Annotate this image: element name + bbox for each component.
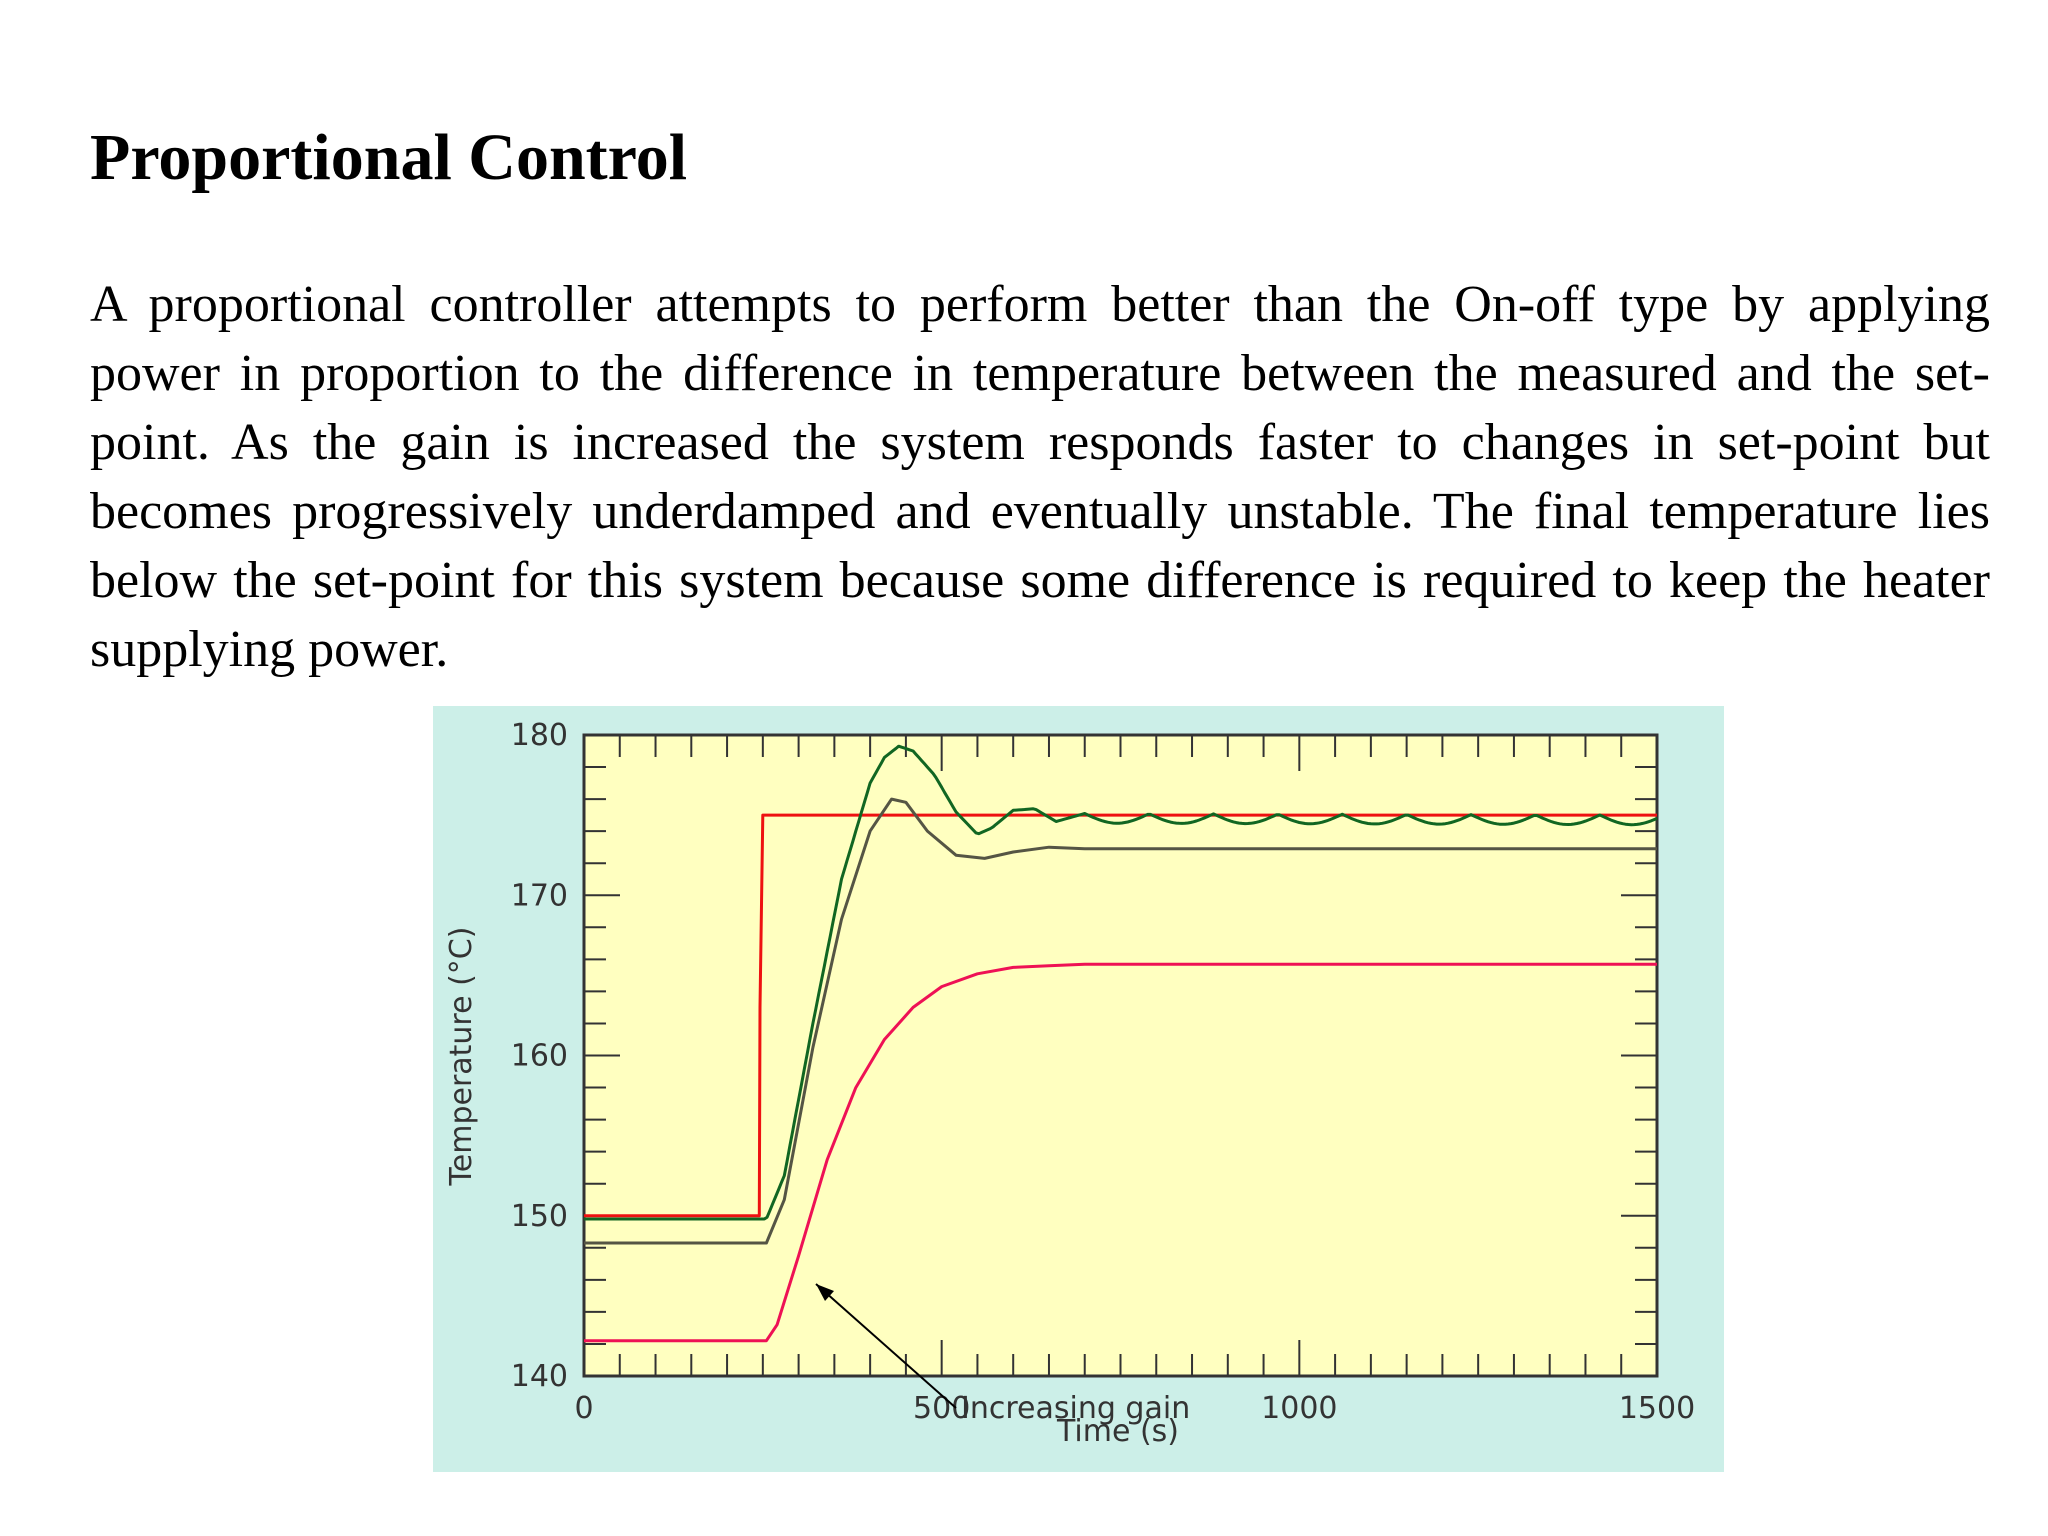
plot-area	[582, 733, 1659, 1378]
low-gain-line	[584, 962, 1657, 1343]
chart-figure: 0 500 1000 1500 140 150 160 170 180 Increasing g…	[433, 706, 1724, 1472]
page-title: Proportional Control	[90, 121, 688, 194]
description-paragraph: A proportional controller attempts to pe…	[90, 276, 1990, 678]
annotation: Increasing gain	[815, 1283, 1190, 1426]
high-gain-line	[584, 744, 1658, 1221]
x-axis-label: Time (s)	[1056, 1414, 1179, 1449]
x-tick-label: 1000	[1261, 1391, 1337, 1426]
tick-labels: 0 500 1000 1500 140 150 160 170 180	[511, 718, 1695, 1426]
y-tick-label: 150	[511, 1199, 568, 1234]
series-layer	[584, 744, 1658, 1343]
y-tick-label: 180	[511, 718, 568, 753]
x-tick-label: 0	[574, 1391, 593, 1426]
x-tick-label: 1500	[1619, 1391, 1695, 1426]
annotation-arrow	[815, 1283, 957, 1409]
annotation-label: Increasing gain	[961, 1391, 1190, 1426]
x-tick-label: 500	[913, 1391, 970, 1426]
y-tick-label: 160	[511, 1039, 568, 1074]
arrow-head-icon	[816, 1284, 834, 1301]
y-tick-label: 170	[511, 878, 568, 913]
y-tick-label: 140	[511, 1359, 568, 1394]
temperature-chart: 0 500 1000 1500 140 150 160 170 180 Increasing g…	[444, 718, 1695, 1449]
minor-ticks	[584, 735, 1657, 1376]
major-ticks	[583, 734, 1658, 1377]
mid-gain-line	[584, 797, 1657, 1245]
y-axis-label: Temperature (°C)	[444, 927, 479, 1187]
